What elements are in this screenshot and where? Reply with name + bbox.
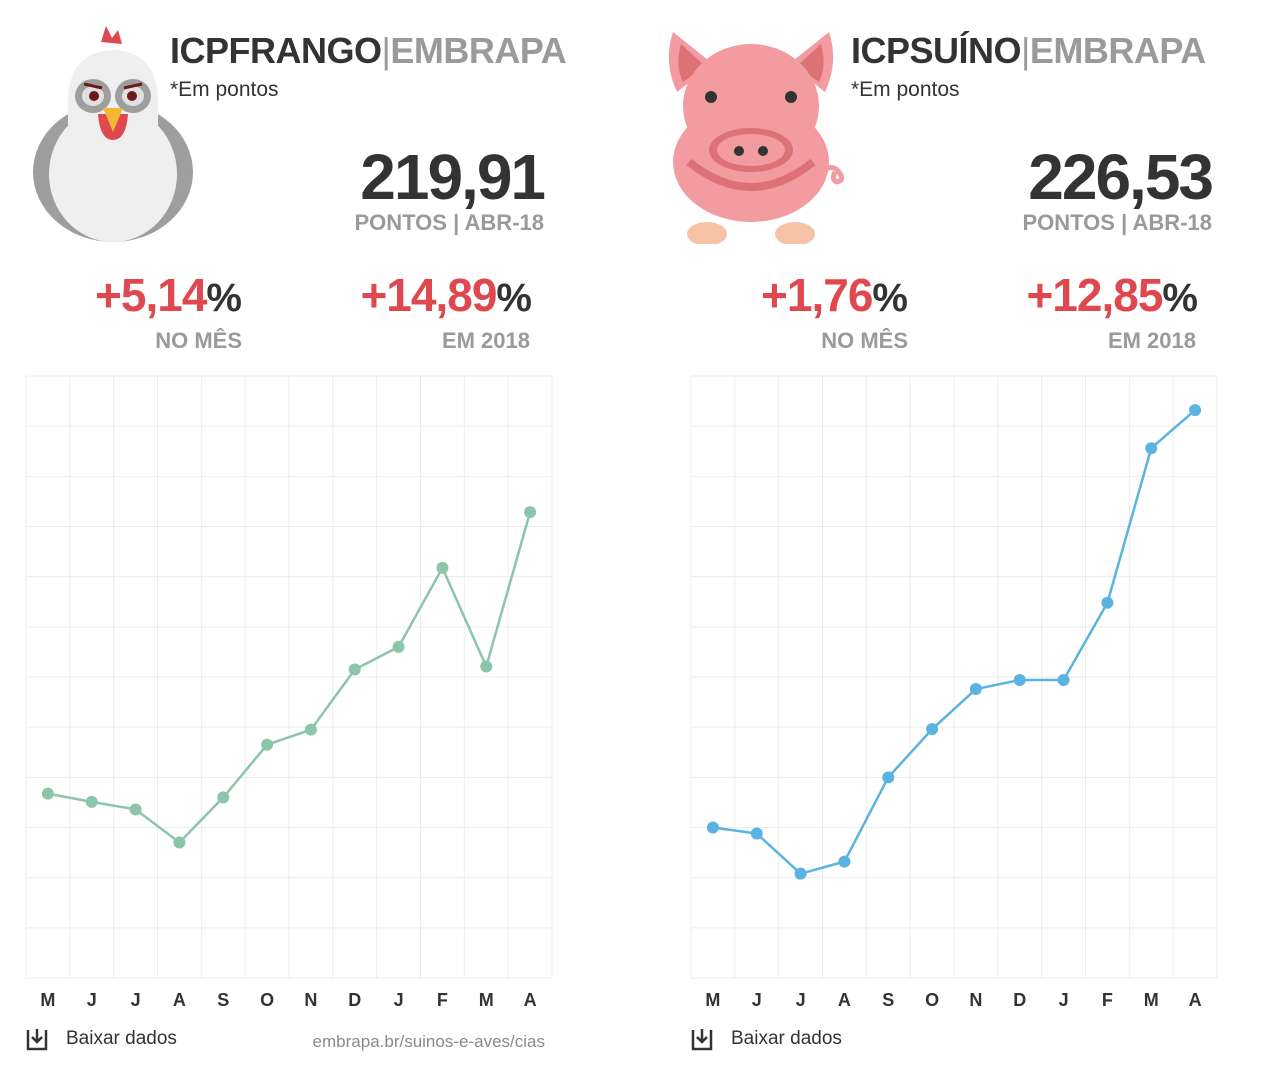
x-tick-label: J	[87, 990, 97, 1010]
month-change-sign: %	[206, 276, 242, 320]
x-tick-label: J	[796, 990, 806, 1010]
data-point	[261, 738, 274, 751]
chicken-index-panel: ICPFRANGO|EMBRAPA *Em pontos 219,91 PONT…	[0, 0, 600, 1078]
year-change-value: +12,85	[1026, 269, 1163, 321]
chart-subtitle: *Em pontos	[170, 78, 279, 101]
data-point	[882, 771, 895, 784]
title-main: ICPSUÍNO	[851, 30, 1022, 71]
data-point	[217, 791, 230, 804]
year-change-sign: %	[496, 276, 532, 320]
data-point	[304, 723, 317, 736]
data-point	[794, 867, 807, 880]
chart-subtitle: *Em pontos	[851, 78, 960, 101]
data-point	[436, 561, 449, 574]
title-separator: |	[1021, 30, 1030, 71]
title-org: EMBRAPA	[390, 30, 567, 71]
data-point	[173, 836, 186, 849]
month-change-value: +5,14	[95, 269, 207, 321]
data-point	[969, 683, 982, 696]
x-tick-label: O	[260, 990, 274, 1010]
series-line	[47, 511, 532, 844]
month-change: +5,14%	[95, 268, 242, 322]
x-tick-label: A	[173, 990, 186, 1010]
title-separator: |	[381, 30, 391, 71]
month-change: +1,76%	[761, 268, 908, 322]
pig-icon	[668, 32, 845, 244]
data-point	[750, 827, 763, 840]
source-link[interactable]: embrapa.br/suinos-e-aves/cias	[312, 1032, 545, 1051]
x-tick-label: A	[524, 990, 537, 1010]
month-change-value: +1,76	[761, 269, 873, 321]
x-tick-label: A	[838, 990, 851, 1010]
data-point	[85, 795, 98, 808]
headline-value: 219,91	[360, 141, 546, 213]
title-org: EMBRAPA	[1029, 30, 1206, 71]
data-point	[1189, 404, 1202, 417]
download-icon	[26, 1029, 48, 1051]
year-change: +12,85%	[1026, 268, 1198, 322]
month-change-label: NO MÊS	[821, 328, 908, 353]
download-label: Baixar dados	[66, 1028, 177, 1049]
data-point	[348, 663, 361, 676]
chart-title: ICPFRANGO|EMBRAPA	[170, 30, 567, 72]
download-icon	[691, 1029, 713, 1051]
x-tick-label: M	[1144, 990, 1159, 1010]
x-tick-label: S	[882, 990, 894, 1010]
x-tick-label: D	[348, 990, 361, 1010]
series-line	[712, 409, 1196, 875]
data-point	[41, 787, 54, 800]
chart-title: ICPSUÍNO|EMBRAPA	[851, 30, 1206, 72]
month-change-label: NO MÊS	[155, 328, 242, 353]
data-point	[1145, 442, 1158, 455]
x-tick-label: J	[1059, 990, 1069, 1010]
x-tick-label: M	[40, 990, 55, 1010]
data-point	[392, 640, 405, 653]
data-point	[1057, 674, 1070, 687]
year-change-value: +14,89	[360, 269, 497, 321]
x-tick-label: M	[479, 990, 494, 1010]
year-change: +14,89%	[360, 268, 532, 322]
x-tick-label: N	[304, 990, 317, 1010]
data-point	[838, 855, 851, 868]
data-point	[1013, 674, 1026, 687]
pig-index-panel: ICPSUÍNO|EMBRAPA *Em pontos 226,53 PONTO…	[665, 0, 1261, 1078]
x-tick-label: J	[131, 990, 141, 1010]
download-data-button[interactable]: Baixar dados	[26, 1027, 177, 1051]
headline-value: 226,53	[1028, 141, 1214, 213]
chicken-icon	[33, 26, 193, 242]
data-point	[524, 506, 537, 519]
data-point	[926, 723, 939, 736]
x-tick-label: J	[394, 990, 404, 1010]
year-change-label: EM 2018	[1107, 328, 1196, 353]
download-label: Baixar dados	[731, 1028, 842, 1049]
x-tick-label: M	[705, 990, 720, 1010]
x-tick-label: O	[925, 990, 939, 1010]
headline-unit: PONTOS | ABR-18	[354, 210, 544, 235]
year-change-label: EM 2018	[441, 328, 530, 353]
x-tick-label: A	[1189, 990, 1202, 1010]
data-point	[706, 821, 719, 834]
month-change-sign: %	[872, 276, 908, 320]
title-main: ICPFRANGO	[170, 30, 382, 71]
x-tick-label: F	[1102, 990, 1113, 1010]
x-tick-label: S	[217, 990, 229, 1010]
x-tick-label: D	[1013, 990, 1026, 1010]
download-data-button[interactable]: Baixar dados	[691, 1027, 842, 1051]
x-tick-label: F	[437, 990, 448, 1010]
year-change-sign: %	[1162, 276, 1198, 320]
x-tick-label: N	[969, 990, 982, 1010]
data-point	[1101, 596, 1114, 609]
data-point	[129, 803, 142, 816]
data-point	[480, 660, 493, 673]
x-tick-label: J	[752, 990, 762, 1010]
headline-unit: PONTOS | ABR-18	[1022, 210, 1212, 235]
